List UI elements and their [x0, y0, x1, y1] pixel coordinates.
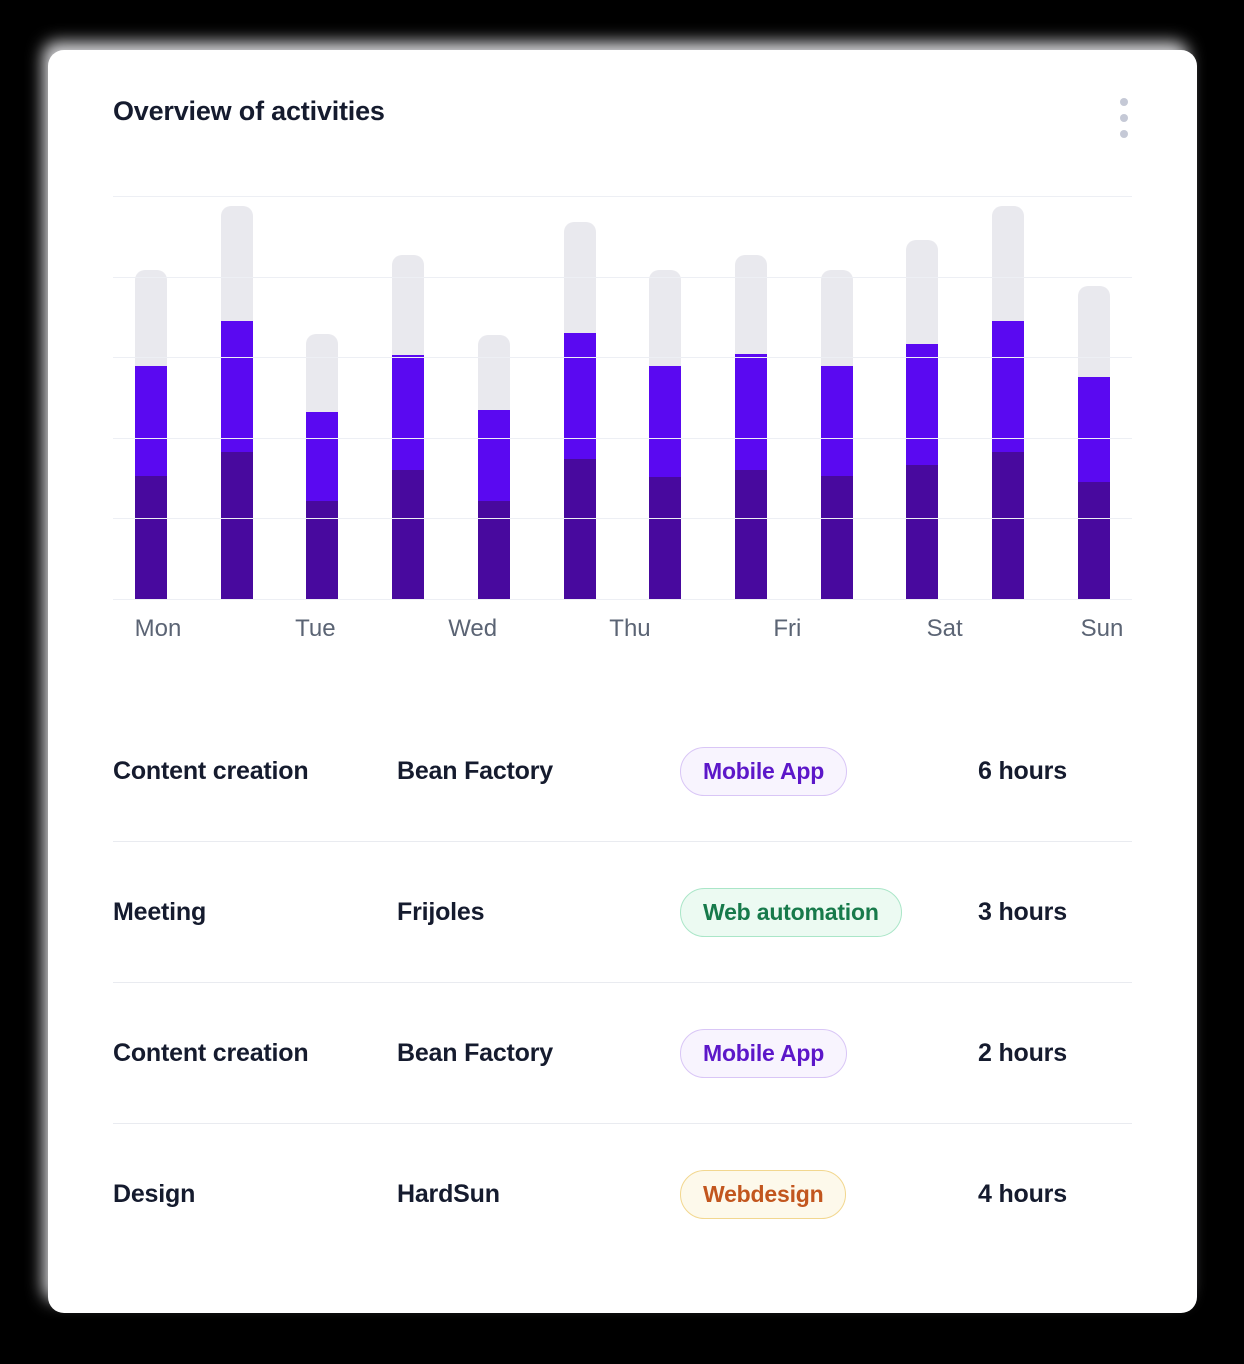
chart-bars: [135, 196, 1110, 599]
gridline: [113, 518, 1132, 520]
client-cell: Frijoles: [397, 897, 485, 926]
table-row: Content creation Bean Factory Mobile App 6 …: [113, 701, 1132, 841]
middle-segment: [649, 366, 682, 478]
top-segment: [820, 270, 853, 367]
client-cell: Bean Factory: [397, 1038, 553, 1067]
chart-bar[interactable]: [735, 254, 768, 599]
project-tag: Webdesign: [680, 1169, 847, 1219]
x-axis-label-sat: Sat: [926, 615, 963, 642]
hours-cell: 6 hours: [978, 756, 1067, 785]
x-axis-label-thu: Thu: [609, 615, 651, 642]
activities-bar-chart: [113, 196, 1132, 600]
gridline: [113, 276, 1132, 278]
middle-segment: [735, 353, 768, 471]
top-segment: [992, 205, 1025, 321]
tag-cell: Web automation: [680, 887, 978, 937]
top-segment: [1077, 286, 1110, 378]
top-segment: [906, 239, 939, 345]
hours-cell: 3 hours: [978, 897, 1067, 926]
bottom-segment: [1077, 482, 1110, 599]
top-segment: [135, 270, 167, 367]
top-segment: [477, 334, 510, 411]
activity-cell: Meeting: [113, 897, 207, 926]
bottom-segment: [563, 458, 596, 599]
middle-segment: [906, 344, 939, 466]
middle-segment: [477, 410, 510, 501]
top-segment: [306, 333, 339, 413]
middle-segment: [135, 366, 167, 476]
hours-cell: 4 hours: [978, 1179, 1067, 1208]
x-axis-label-tue: Tue: [295, 615, 336, 642]
top-segment: [220, 205, 253, 321]
bottom-segment: [306, 500, 339, 599]
chart-bar[interactable]: [906, 239, 939, 599]
bottom-segment: [135, 475, 167, 599]
top-segment: [649, 270, 682, 367]
gridline: [113, 196, 1132, 197]
activity-cell: Design: [113, 1179, 196, 1208]
client-cell: HardSun: [397, 1179, 500, 1208]
bottom-segment: [220, 452, 253, 599]
table-row: Design HardSun Webdesign 4 hours: [113, 1123, 1132, 1264]
page-title: Overview of activities: [113, 96, 385, 126]
bottom-segment: [992, 452, 1025, 599]
middle-segment: [820, 366, 853, 476]
chart-bar[interactable]: [649, 270, 682, 599]
middle-segment: [220, 320, 253, 453]
chart-bar[interactable]: [477, 334, 510, 599]
activities-card: Overview of activities Mon Tue Wed Thu Fri Sa…: [48, 50, 1197, 1313]
middle-segment: [1077, 377, 1110, 483]
top-segment: [735, 254, 768, 354]
bottom-segment: [820, 475, 853, 599]
bottom-segment: [392, 470, 425, 599]
middle-segment: [306, 412, 339, 501]
kebab-menu-button[interactable]: [1116, 96, 1132, 140]
middle-segment: [992, 320, 1025, 453]
chart-bar[interactable]: [992, 205, 1025, 599]
x-axis-label-wed: Wed: [448, 615, 498, 642]
x-axis-label-fri: Fri: [773, 615, 802, 642]
activity-cell: Content creation: [113, 756, 309, 785]
chart-bar[interactable]: [306, 333, 339, 599]
tag-cell: Webdesign: [680, 1169, 978, 1219]
project-tag: Web automation: [680, 887, 902, 937]
gridline: [113, 437, 1132, 439]
bottom-segment: [735, 470, 768, 599]
table-row: Meeting Frijoles Web automation 3 hours: [113, 841, 1132, 982]
kebab-dot-icon: [1120, 114, 1128, 122]
project-tag: Mobile App: [680, 1028, 848, 1078]
bottom-segment: [477, 500, 510, 599]
chart-x-axis: Mon Tue Wed Thu Fri Sat Sun: [113, 615, 1132, 643]
table-row: Content creation Bean Factory Mobile App 2 …: [113, 982, 1132, 1123]
chart-bar[interactable]: [392, 254, 425, 599]
bottom-segment: [649, 477, 682, 599]
activity-cell: Content creation: [113, 1038, 309, 1067]
chart-bar[interactable]: [820, 270, 853, 599]
chart-bar[interactable]: [220, 205, 253, 599]
tag-cell: Mobile App: [680, 1028, 978, 1078]
client-cell: Bean Factory: [397, 756, 553, 785]
activity-table: Content creation Bean Factory Mobile App 6 …: [113, 701, 1132, 1264]
kebab-dot-icon: [1120, 98, 1128, 106]
middle-segment: [563, 333, 596, 459]
kebab-dot-icon: [1120, 130, 1128, 138]
gridline: [113, 599, 1132, 600]
project-tag: Mobile App: [680, 746, 848, 796]
chart-bar[interactable]: [135, 270, 167, 599]
hours-cell: 2 hours: [978, 1038, 1067, 1067]
card-header: Overview of activities: [113, 50, 1132, 140]
gridline: [113, 357, 1132, 359]
x-axis-label-sun: Sun: [1080, 615, 1124, 642]
chart-bar[interactable]: [1077, 286, 1110, 599]
x-axis-label-mon: Mon: [134, 615, 182, 642]
tag-cell: Mobile App: [680, 746, 978, 796]
bottom-segment: [906, 465, 939, 599]
chart-bar[interactable]: [563, 221, 596, 599]
top-segment: [392, 254, 425, 355]
middle-segment: [392, 354, 425, 471]
